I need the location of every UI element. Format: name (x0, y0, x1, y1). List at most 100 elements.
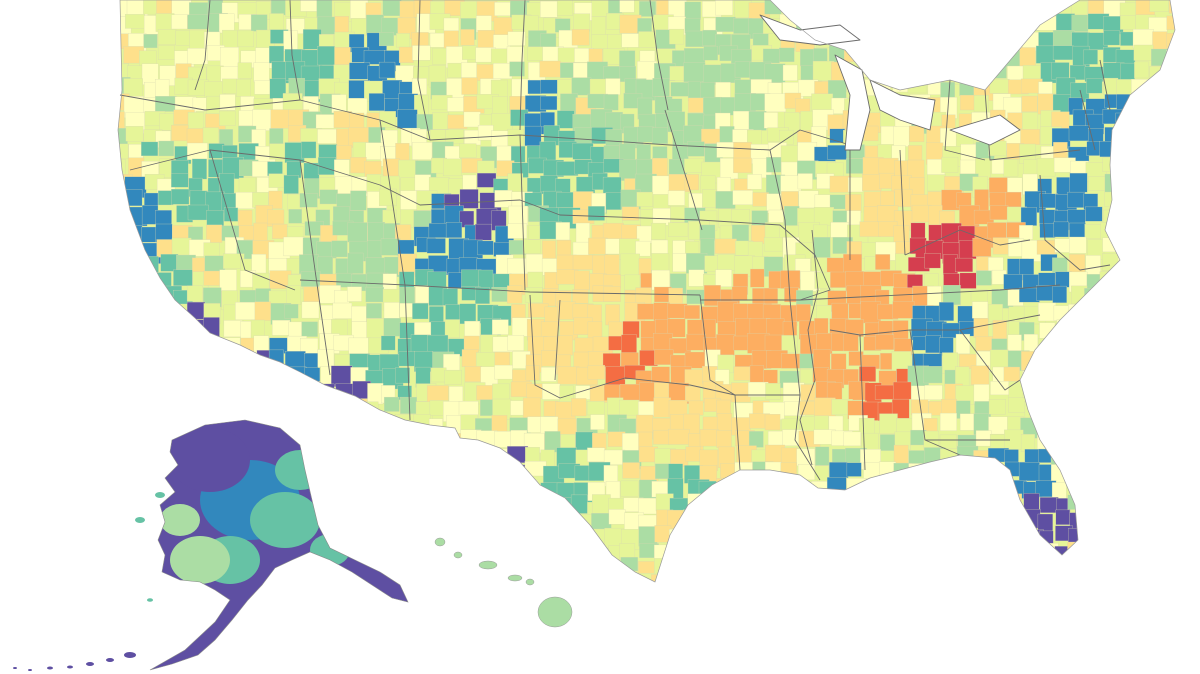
county-cell (1134, 61, 1150, 79)
county-cell (1019, 287, 1040, 303)
county-cell (1020, 129, 1040, 145)
county-cell (399, 271, 415, 290)
county-cell (975, 430, 992, 447)
county-cell (955, 257, 973, 273)
county-cell (1085, 206, 1103, 222)
county-cell (448, 386, 464, 404)
county-cell (272, 320, 291, 336)
county-cell (1103, 77, 1119, 95)
county-cell (605, 78, 621, 95)
county-cell (622, 433, 640, 452)
county-cell (797, 173, 813, 190)
aleutian-island (67, 665, 73, 669)
county-cell (927, 174, 946, 192)
county-cell (219, 94, 236, 111)
county-cell (349, 62, 371, 80)
county-cell (347, 286, 362, 302)
county-cell (575, 222, 590, 244)
county-cell (765, 383, 781, 400)
county-cell (863, 271, 881, 288)
county-cell (540, 416, 559, 434)
county-cell (1036, 158, 1056, 177)
county-cell (299, 193, 318, 208)
county-cell (910, 222, 926, 241)
county-cell (494, 190, 513, 208)
county-cell (685, 386, 701, 402)
county-cell (668, 428, 690, 445)
county-cell (734, 0, 752, 18)
county-cell (653, 397, 671, 418)
county-cell (507, 335, 525, 351)
county-cell (143, 34, 158, 49)
county-cell (829, 462, 849, 478)
county-cell (445, 129, 464, 145)
county-cell (592, 432, 607, 450)
county-cell (651, 222, 667, 240)
county-cell (367, 383, 384, 405)
county-cell (731, 382, 751, 403)
county-cell (524, 287, 543, 303)
county-cell (992, 237, 1009, 255)
county-cell (1068, 125, 1090, 142)
county-cell (587, 206, 605, 221)
county-cell (959, 272, 977, 289)
county-cell (267, 209, 285, 225)
county-cell (540, 79, 559, 94)
county-cell (843, 431, 861, 447)
county-cell (603, 286, 621, 302)
county-cell (475, 287, 490, 304)
county-cell (592, 494, 611, 514)
county-cell (382, 158, 400, 179)
county-cell (970, 365, 990, 385)
county-cell (976, 270, 992, 286)
county-cell (347, 222, 368, 243)
county-cell (766, 157, 782, 173)
county-cell (763, 287, 778, 304)
county-cell (909, 125, 925, 143)
county-cell (254, 80, 272, 95)
county-cell (445, 222, 463, 238)
county-cell (268, 173, 285, 188)
county-cell (959, 413, 975, 431)
county-cell (155, 210, 172, 225)
aleutian-island (106, 658, 114, 662)
county-cell (301, 207, 318, 224)
county-cell (269, 45, 284, 64)
county-cell (586, 401, 605, 416)
county-cell (688, 269, 705, 287)
hawaii-island (434, 537, 446, 547)
county-cell (462, 45, 477, 60)
county-cell (749, 365, 764, 383)
county-cell (959, 94, 977, 111)
county-cell (1103, 30, 1120, 46)
county-cell (477, 240, 494, 256)
county-cell (927, 285, 942, 306)
county-cell (602, 353, 621, 368)
county-cell (621, 334, 637, 356)
county-cell (283, 236, 305, 257)
county-cell (1035, 45, 1056, 64)
county-cell (667, 111, 686, 133)
county-cell (684, 174, 699, 191)
county-cell (476, 15, 492, 33)
county-cell (540, 175, 558, 192)
county-cell (336, 145, 352, 160)
county-cell (301, 321, 318, 337)
county-cell (608, 321, 623, 338)
county-cell (716, 413, 733, 433)
county-cell (223, 207, 239, 222)
county-cell (317, 16, 335, 35)
county-cell (125, 14, 145, 29)
county-cell (717, 254, 736, 271)
county-cell (782, 64, 798, 81)
county-cell (1152, 31, 1168, 50)
county-cell (988, 304, 1003, 322)
aleutian-island (124, 652, 136, 658)
county-cell (763, 112, 779, 129)
county-cell (525, 447, 540, 462)
county-cell (187, 204, 209, 221)
county-cell (652, 78, 670, 97)
county-cell (171, 0, 192, 17)
county-cell (443, 158, 462, 177)
